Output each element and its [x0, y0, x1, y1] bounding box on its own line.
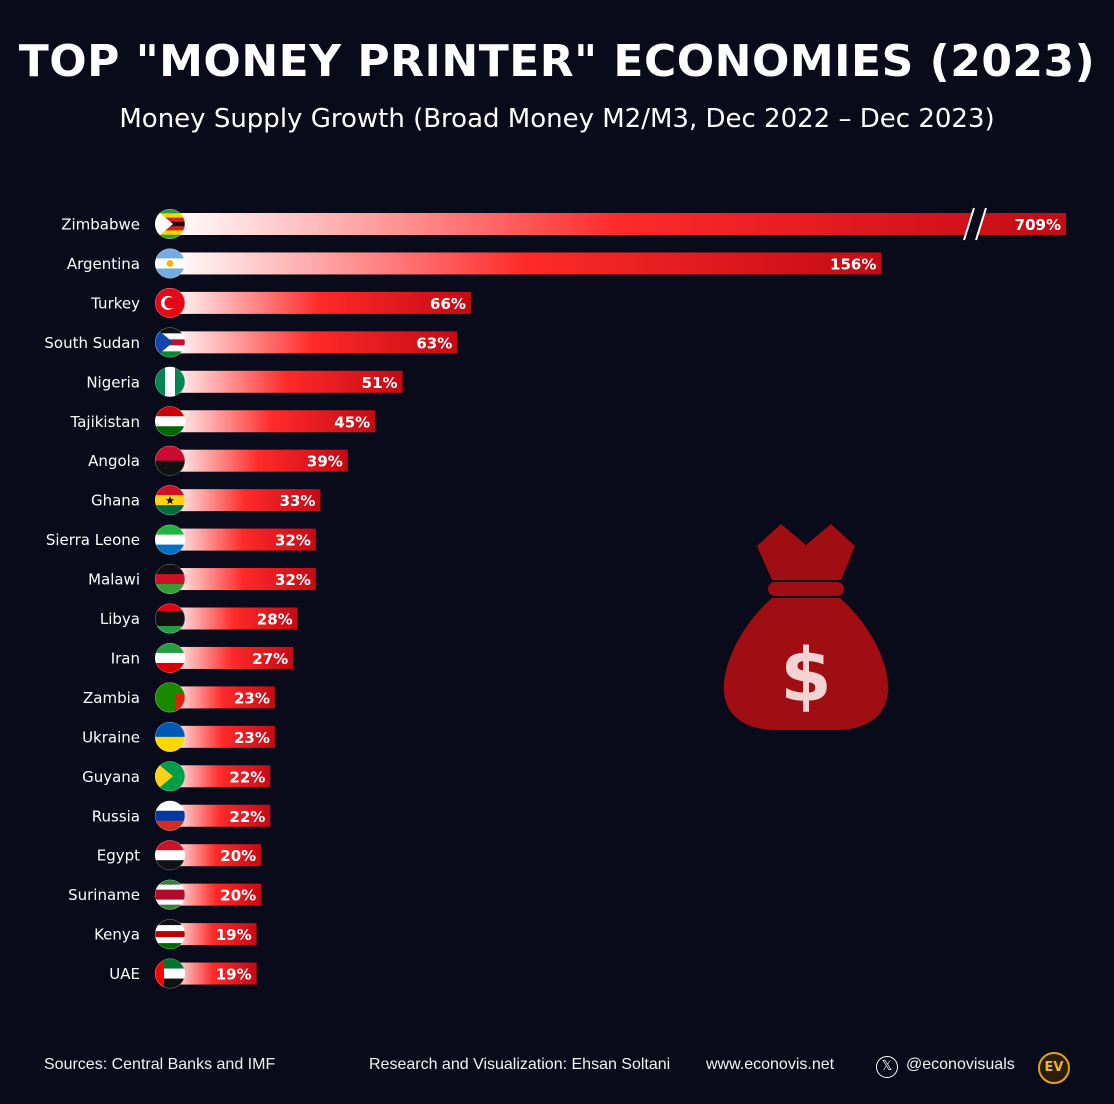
value-label: 156% — [830, 255, 876, 273]
flag-ghana-icon — [155, 485, 185, 516]
value-label: 32% — [275, 532, 311, 550]
value-label: 32% — [275, 571, 311, 589]
flag-iran-icon — [155, 642, 185, 673]
value-label: 20% — [220, 847, 256, 865]
category-label: Suriname — [68, 886, 140, 904]
bar-south-sudan — [170, 331, 458, 354]
flag-egypt-icon — [155, 840, 185, 871]
flag-nigeria-icon — [155, 366, 185, 397]
category-label: Malawi — [88, 571, 140, 589]
value-label: 23% — [234, 689, 270, 707]
econovis-logo: EV — [1038, 1052, 1070, 1084]
category-label: Ukraine — [82, 728, 140, 746]
bar-libya — [170, 607, 298, 630]
bar-tajikistan — [170, 410, 376, 433]
bar-russia — [170, 804, 271, 827]
value-label: 63% — [416, 334, 452, 352]
bar-malawi — [170, 568, 316, 591]
flag-uae-icon — [155, 958, 185, 989]
bar-nigeria — [170, 370, 403, 393]
value-label: 51% — [362, 374, 398, 392]
bar-iran — [170, 646, 294, 669]
category-label: Zimbabwe — [61, 216, 140, 234]
category-label: Sierra Leone — [46, 531, 140, 549]
category-label: Kenya — [94, 926, 140, 944]
footer-handle[interactable]: @econovisuals — [906, 1056, 1015, 1073]
flag-russia-icon — [155, 800, 185, 831]
category-label: South Sudan — [44, 334, 140, 352]
bar-zambia — [170, 686, 275, 709]
value-label: 33% — [280, 492, 316, 510]
flag-argentina-icon — [155, 248, 185, 279]
chart-title: TOP "MONEY PRINTER" ECONOMIES (2023) — [18, 36, 1096, 87]
category-label: Guyana — [82, 768, 140, 786]
bar-argentina — [170, 252, 882, 275]
value-label: 19% — [216, 926, 252, 944]
value-label: 66% — [430, 295, 466, 313]
category-label: UAE — [109, 965, 140, 983]
flag-kenya-icon — [155, 919, 185, 950]
footer-credit: Research and Visualization: Ehsan Soltan… — [369, 1056, 671, 1073]
category-label: Angola — [88, 452, 140, 470]
bar-egypt — [170, 844, 262, 867]
flag-libya-icon — [155, 603, 185, 634]
flag-angola-icon — [155, 445, 185, 476]
flag-zambia-icon — [155, 682, 185, 713]
category-label: Tajikistan — [70, 413, 140, 431]
dollar-sign-icon: $ — [780, 633, 832, 719]
category-label: Egypt — [97, 847, 140, 865]
value-label: 19% — [216, 966, 252, 984]
bar-guyana — [170, 765, 271, 788]
flag-guyana-icon — [155, 761, 185, 792]
bar-suriname — [170, 883, 262, 906]
category-label: Iran — [111, 649, 140, 667]
value-label: 39% — [307, 453, 343, 471]
category-label: Turkey — [90, 294, 140, 312]
bar-chart: Zimbabwe 709% Argentina 156% Turkey 66% South … — [44, 207, 1066, 989]
bar-uae — [170, 962, 257, 985]
category-label: Russia — [92, 807, 140, 825]
bar-ukraine — [170, 725, 275, 748]
bar-zimbabwe — [170, 213, 1066, 235]
flag-tajikistan-icon — [155, 406, 185, 437]
flag-turkey-icon — [155, 287, 185, 318]
axis-break-mark — [963, 207, 987, 241]
flag-ukraine-icon — [155, 721, 185, 752]
x-logo-icon[interactable]: 𝕏 — [876, 1056, 898, 1078]
value-label: 23% — [234, 729, 270, 747]
bar-turkey — [170, 291, 471, 314]
flag-sierra-leone-icon — [155, 524, 185, 555]
flag-suriname-icon — [155, 879, 185, 910]
chart-subtitle: Money Supply Growth (Broad Money M2/M3, … — [119, 104, 995, 134]
category-label: Nigeria — [86, 373, 140, 391]
flag-zimbabwe-icon — [155, 209, 185, 239]
money-bag-icon — [723, 524, 889, 730]
bar-kenya — [170, 923, 257, 946]
bar-ghana — [170, 489, 321, 512]
value-label: 709% — [1015, 216, 1061, 234]
footer-website[interactable]: www.econovis.net — [706, 1056, 835, 1073]
bar-sierra-leone — [170, 528, 316, 551]
value-label: 22% — [229, 808, 265, 826]
category-label: Argentina — [67, 255, 140, 273]
value-label: 28% — [257, 611, 293, 629]
category-label: Libya — [100, 610, 140, 628]
value-label: 20% — [220, 887, 256, 905]
bar-angola — [170, 449, 348, 472]
value-label: 27% — [252, 650, 288, 668]
footer-sources: Sources: Central Banks and IMF — [44, 1056, 276, 1073]
value-label: 45% — [334, 413, 370, 431]
value-label: 22% — [229, 768, 265, 786]
flag-south-sudan-icon — [155, 327, 185, 358]
category-label: Zambia — [83, 689, 140, 707]
flag-malawi-icon — [155, 564, 185, 595]
category-label: Ghana — [91, 492, 140, 510]
